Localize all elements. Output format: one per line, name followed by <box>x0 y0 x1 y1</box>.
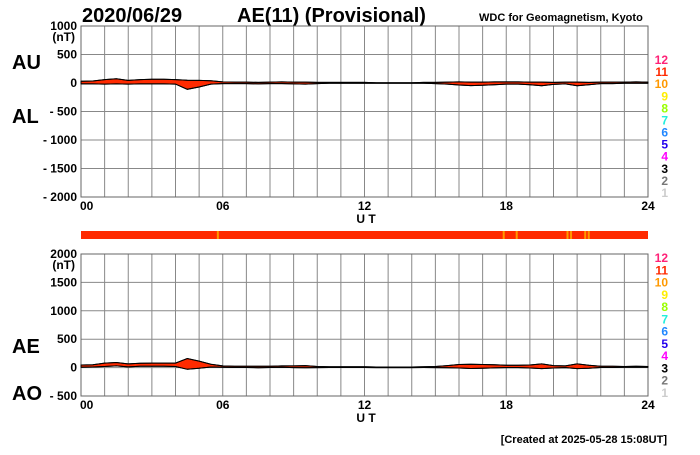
station-bar-mark <box>566 231 569 239</box>
unit-label: (nT) <box>52 30 75 44</box>
series-line-al <box>81 82 648 90</box>
x-tick-label: 24 <box>641 398 655 412</box>
plot-frame <box>80 253 649 397</box>
station-bar-mark <box>570 231 573 239</box>
station-legend-item: 2 <box>661 374 668 388</box>
station-legend-item: 7 <box>661 312 668 326</box>
series-line-au <box>80 78 649 84</box>
x-tick-label: 18 <box>500 398 514 412</box>
y-tick-label: - 500 <box>50 389 78 403</box>
x-tick-label: 24 <box>641 199 655 213</box>
station-legend-item: 10 <box>655 77 669 91</box>
station-legend-item: 3 <box>661 162 668 176</box>
station-legend-item: 9 <box>661 89 668 103</box>
plot-frame <box>80 25 649 198</box>
au-al-panel: 1000 500 0 - 500 - 1000 - 1500 - 2000 (nT) 00 06 1… <box>12 19 655 226</box>
ae-ao-panel: 2000 1500 1000 500 0 - 500 (nT) 00 06 12 18 24 U T AE… <box>12 247 655 425</box>
station-legend-item: 12 <box>655 53 669 67</box>
y-tick-label: 2000 <box>50 247 77 261</box>
y-tick-label: - 1500 <box>43 162 77 176</box>
created-label: [Created at 2025-05-28 15:08UT] <box>501 434 668 446</box>
station-legend-item: 8 <box>661 101 668 115</box>
index-title: AE(11) (Provisional) <box>237 5 426 27</box>
x-tick-label: 00 <box>80 398 94 412</box>
station-legend-item: 7 <box>661 113 668 127</box>
y-tick-label: 500 <box>57 332 77 346</box>
station-legend-item: 11 <box>655 65 668 79</box>
station-legend-item: 1 <box>661 186 668 200</box>
station-bar-mark <box>502 231 505 239</box>
y-tick-label: 1000 <box>50 304 77 318</box>
station-legend-item: 5 <box>661 138 668 152</box>
station-bar-mark <box>216 231 219 239</box>
y-tick-label: 500 <box>57 48 77 62</box>
y-tick-label: - 500 <box>50 105 78 119</box>
lower-series-label: AO <box>12 383 42 405</box>
date-title: 2020/06/29 <box>82 5 182 27</box>
x-tick-label: 06 <box>216 199 230 213</box>
station-count-bar <box>81 231 648 239</box>
x-axis-label: U T <box>356 411 376 425</box>
station-legend-item: 1 <box>661 386 668 400</box>
y-tick-label: - 1000 <box>43 133 77 147</box>
x-tick-label: 18 <box>500 199 514 213</box>
lower-series-label: AL <box>12 106 39 128</box>
series-line-ae <box>80 357 649 368</box>
station-legend-item: 6 <box>661 126 668 140</box>
station-legend-item: 11 <box>655 263 668 277</box>
source-label: WDC for Geomagnetism, Kyoto <box>479 12 643 24</box>
station-legend-item: 4 <box>661 150 668 164</box>
station-bar-mark <box>584 231 587 239</box>
upper-series-label: AE <box>12 336 40 358</box>
station-bar-mark <box>515 231 518 239</box>
x-tick-label: 12 <box>358 398 372 412</box>
station-legend-item: 4 <box>661 349 668 363</box>
station-legend-item: 3 <box>661 361 668 375</box>
x-tick-label: 12 <box>358 199 372 213</box>
station-bar-mark <box>587 231 590 239</box>
station-legend-item: 2 <box>661 174 668 188</box>
y-tick-label: - 2000 <box>43 190 77 204</box>
unit-label: (nT) <box>52 258 75 272</box>
station-legend-item: 5 <box>661 337 668 351</box>
series-line-ao <box>80 365 649 370</box>
station-legend-item: 9 <box>661 288 668 302</box>
station-legend-item: 8 <box>661 300 668 314</box>
station-legend-item: 10 <box>655 276 669 290</box>
x-axis-label: U T <box>356 212 376 226</box>
y-tick-label: 1500 <box>50 275 77 289</box>
upper-series-label: AU <box>12 52 41 74</box>
station-legend-item: 6 <box>661 325 668 339</box>
y-tick-label: 0 <box>70 76 77 90</box>
x-tick-label: 06 <box>216 398 230 412</box>
station-legend-item: 12 <box>655 251 669 265</box>
y-tick-label: 1000 <box>50 19 77 33</box>
station-bar-base <box>81 231 648 239</box>
x-tick-label: 00 <box>80 199 94 213</box>
y-tick-label: 0 <box>70 361 77 375</box>
